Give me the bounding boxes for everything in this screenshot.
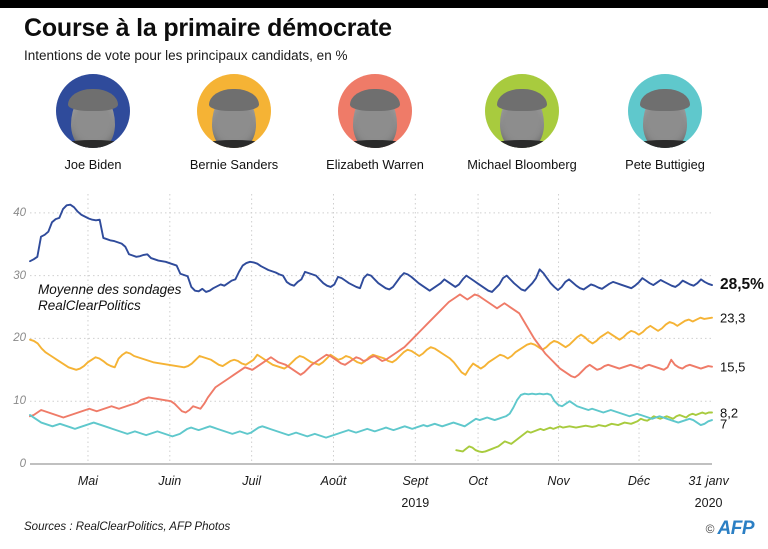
x-axis-tick-label: Sept [402,474,429,488]
x-axis-tick-label: Août [320,474,347,488]
page-subtitle: Intentions de vote pour les principaux c… [24,48,348,63]
portrait-face-icon [628,89,702,148]
candidate-sanders: Bernie Sanders [159,74,309,172]
y-axis-tick-label: 0 [19,458,26,470]
copyright-icon: © [705,522,715,536]
x-axis-tick-label: Oct [468,474,488,488]
y-axis-tick-label: 30 [13,269,26,282]
year-label-2019: 2019 [401,496,430,510]
page-title: Course à la primaire démocrate [24,14,392,42]
candidate-bloomberg: Michael Bloomberg [447,74,597,172]
afp-wordmark: AFP [717,518,755,539]
y-axis-tick-label: 10 [13,395,26,408]
chart-plot-area [29,194,713,465]
annotation-line-1: Moyenne des sondages [38,282,182,297]
annotation-line-2: RealClearPolitics [38,297,141,313]
afp-logo: © AFP [705,518,755,540]
year-label-2020: 2020 [694,496,723,510]
portrait-sanders [197,74,271,148]
chart-annotation: Moyenne des sondages RealClearPolitics [38,282,181,314]
series-line [29,392,713,439]
series-line [29,293,713,419]
candidate-name-label: Michael Bloomberg [467,157,577,172]
y-axis-ticks: 0 10 20 30 40 [0,186,26,486]
series-line [455,411,713,454]
end-label-value: 23,3 [720,310,746,326]
portrait-bloomberg [485,74,559,148]
y-axis-tick-label: 20 [13,332,26,345]
candidate-buttigieg: Pete Buttigieg [590,74,740,172]
end-label-value: 7 [720,416,728,432]
end-label-value: 8,2 [720,405,739,420]
x-axis-tick-label: Déc [627,474,651,488]
portrait-buttigieg [628,74,702,148]
series-line [29,203,713,293]
x-axis-tick-label: Juil [242,474,262,488]
candidate-name-label: Elizabeth Warren [326,157,424,172]
candidate-name-label: Pete Buttigieg [625,157,705,172]
portrait-face-icon [197,89,271,148]
portrait-face-icon [338,89,412,148]
top-black-bar [0,0,768,8]
portrait-warren [338,74,412,148]
candidate-portraits: Joe Biden Bernie Sanders Elizabeth Warren M… [0,74,768,179]
sources-note: Sources : RealClearPolitics, AFP Photos [24,521,231,533]
x-axis-tick-label: 31 janv [688,474,729,488]
portrait-face-icon [485,89,559,148]
candidate-name-label: Joe Biden [64,157,122,172]
x-axis-tick-label: Juin [158,474,182,488]
candidate-biden: Joe Biden [18,74,168,172]
series-line [29,316,713,376]
candidate-name-label: Bernie Sanders [189,157,279,172]
end-label-value: 28,5% [720,276,764,294]
end-label-value: 15,5 [720,359,746,375]
candidate-warren: Elizabeth Warren [300,74,450,172]
poll-average-line-chart: 0 10 20 30 40 Mai Juin Juil Août Sept Oct Nov Déc 31… [0,186,768,510]
x-axis-tick-label: Nov [547,474,570,488]
y-axis-tick-label: 40 [13,206,26,219]
portrait-face-icon [56,89,130,148]
portrait-biden [56,74,130,148]
x-axis-tick-label: Mai [77,474,99,488]
